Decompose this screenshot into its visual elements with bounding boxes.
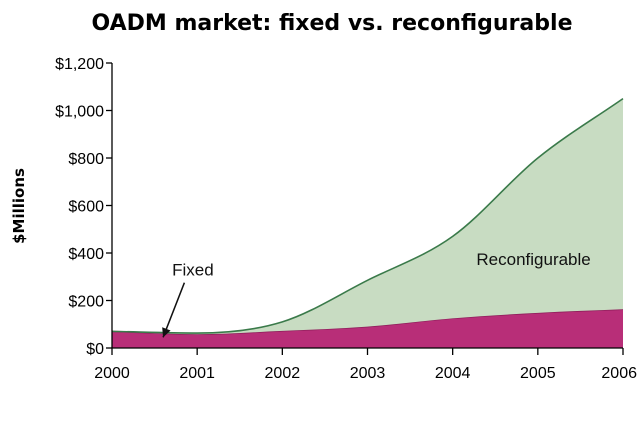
x-tick-label: 2003 (350, 365, 386, 382)
x-tick-label: 2006 (601, 365, 637, 382)
y-tick-label: $0 (86, 341, 104, 358)
annotation-fixed: Fixed (172, 261, 214, 280)
y-tick-label: $200 (68, 294, 104, 311)
x-tick-label: 2002 (265, 365, 301, 382)
y-tick-label: $600 (68, 199, 104, 216)
x-tick-label: 2005 (520, 365, 556, 382)
x-tick-label: 2000 (94, 365, 130, 382)
y-tick-label: $800 (68, 151, 104, 168)
axes: $0 $200 $400 $600 $800 $1,000 $1,200 2000 2001 20… (55, 56, 637, 382)
x-tick-label: 2001 (179, 365, 215, 382)
line-reconfigurable (111, 97, 624, 334)
area-fixed (112, 309, 623, 348)
area-reconfigurable (112, 98, 623, 335)
x-tick-label: 2004 (435, 365, 471, 382)
chart-title: OADM market: fixed vs. reconfigurable (92, 11, 573, 36)
y-tick-label: $1,200 (55, 56, 104, 73)
annotation-reconfigurable: Reconfigurable (476, 250, 590, 269)
area-layer (111, 97, 624, 348)
fixed-arrow-head (162, 327, 171, 338)
y-tick-label: $400 (68, 246, 104, 263)
annotations: Reconfigurable Fixed (162, 250, 591, 338)
y-axis-label: $Millions (10, 168, 28, 244)
y-tick-label: $1,000 (55, 104, 104, 121)
fixed-arrow-shaft (162, 282, 186, 338)
